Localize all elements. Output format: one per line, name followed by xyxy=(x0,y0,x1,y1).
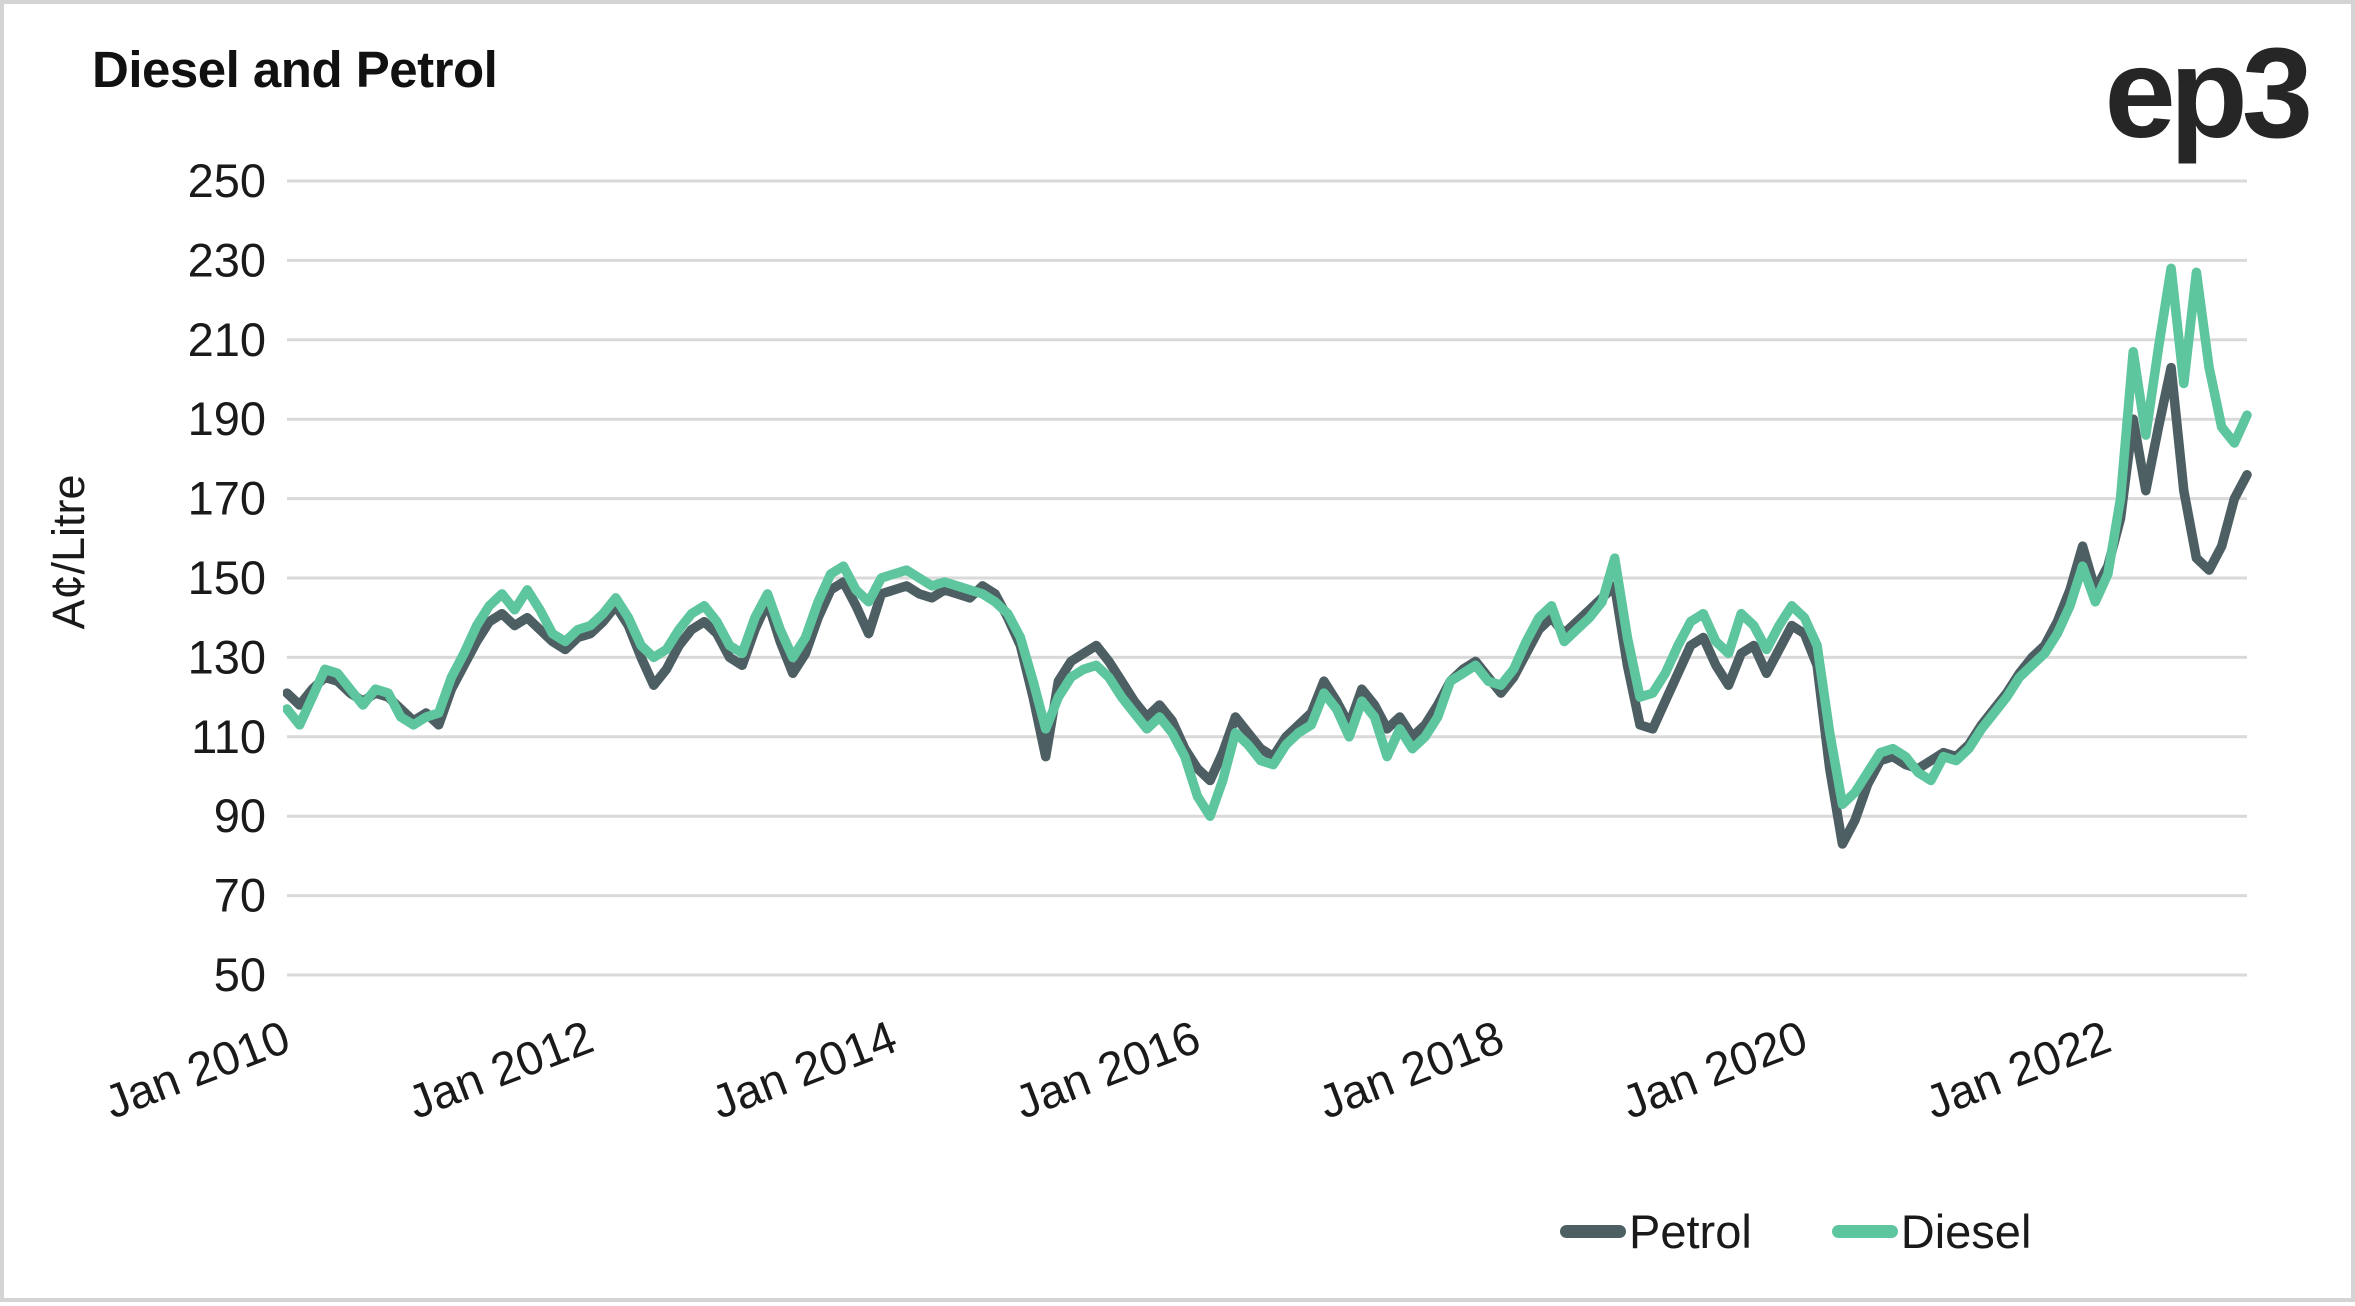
x-axis-tick-labels: Jan 2010 Jan 2012 Jan 2014 Jan 2016 Jan 2018… xyxy=(97,1010,2117,1129)
x-tick-label: Jan 2020 xyxy=(1614,1010,1814,1129)
y-tick-label: 50 xyxy=(214,948,266,1001)
petrol-line-swatch xyxy=(1560,1225,1626,1238)
x-tick-label: Jan 2012 xyxy=(401,1010,601,1129)
diesel-line xyxy=(283,263,2252,821)
y-tick-label: 170 xyxy=(188,472,266,525)
x-tick-label: Jan 2010 xyxy=(97,1010,297,1129)
y-tick-label: 150 xyxy=(188,551,266,604)
y-tick-label: 70 xyxy=(214,869,266,922)
x-tick-label: Jan 2016 xyxy=(1007,1010,1207,1129)
legend-item-petrol: Petrol xyxy=(1560,1204,1752,1259)
petrol-line xyxy=(283,362,2252,849)
diesel-legend-label: Diesel xyxy=(1900,1205,2032,1258)
x-tick-label: Jan 2018 xyxy=(1311,1010,1511,1129)
petrol-legend-label: Petrol xyxy=(1629,1205,1752,1258)
series-layer xyxy=(283,263,2252,849)
legend: Petrol Diesel xyxy=(1560,1204,2031,1259)
y-axis-tick-labels: 50 70 90 110 130 150 170 190 210 230 250 xyxy=(188,154,266,1001)
y-tick-label: 210 xyxy=(188,313,266,366)
y-axis-title: A¢/Litre xyxy=(43,474,94,629)
y-tick-label: 190 xyxy=(188,392,266,445)
y-tick-label: 110 xyxy=(191,710,266,763)
y-tick-label: 230 xyxy=(188,233,266,286)
legend-item-diesel: Diesel xyxy=(1831,1204,2032,1259)
y-tick-label: 250 xyxy=(188,154,266,207)
page-title: Diesel and Petrol xyxy=(92,41,498,98)
gridline-layer xyxy=(287,179,2247,977)
x-tick-label: Jan 2022 xyxy=(1918,1010,2118,1129)
diesel-line-swatch xyxy=(1831,1225,1898,1238)
ep3-logo: ep3 xyxy=(2104,22,2313,165)
y-tick-label: 90 xyxy=(214,789,266,842)
x-tick-label: Jan 2014 xyxy=(704,1010,904,1129)
y-tick-label: 130 xyxy=(188,630,266,683)
